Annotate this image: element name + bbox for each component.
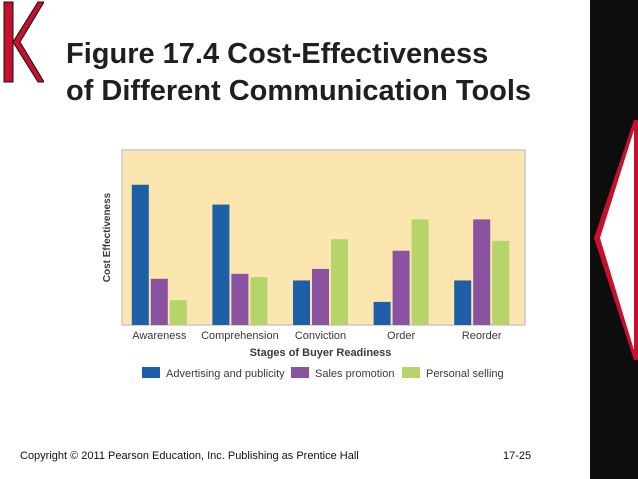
x-tick-label: Comprehension — [201, 330, 279, 342]
x-axis-label: Stages of Buyer Readiness — [250, 347, 392, 359]
x-tick-label: Conviction — [295, 330, 346, 342]
legend-swatch-1 — [142, 367, 160, 378]
legend-label-2: Sales promotion — [315, 368, 395, 380]
bar-awareness-1 — [131, 184, 149, 325]
x-tick-label: Order — [387, 330, 415, 342]
bar-reorder-3 — [492, 240, 510, 325]
legend-swatch-3 — [402, 367, 420, 378]
bar-conviction-2 — [312, 268, 329, 325]
legend-label-3: Personal selling — [426, 368, 504, 380]
bar-order-1 — [373, 301, 391, 325]
slide-title-line-2: of Different Communication Tools — [66, 75, 532, 107]
x-tick-label: Awareness — [132, 330, 187, 342]
x-tick-label: Reorder — [462, 330, 502, 342]
slide-edge-decoration — [590, 0, 638, 479]
bar-awareness-3 — [169, 300, 187, 325]
publisher-logo — [0, 0, 44, 86]
bar-comprehension-3 — [250, 277, 268, 325]
slide-title: Figure 17.4 Cost-Effectiveness of Differ… — [66, 36, 586, 110]
bar-reorder-1 — [454, 280, 472, 325]
bar-comprehension-2 — [231, 273, 249, 325]
bar-order-3 — [411, 219, 429, 325]
chart-container: Awareness Comprehension Conviction Order Reo… — [95, 145, 540, 395]
legend-swatch-2 — [291, 367, 309, 378]
slide-title-line-1: Figure 17.4 Cost-Effectiveness — [66, 38, 489, 70]
bar-conviction-3 — [331, 239, 348, 325]
bar-order-2 — [392, 250, 410, 325]
bar-conviction-1 — [293, 280, 310, 325]
bar-awareness-2 — [150, 278, 168, 325]
bar-chart: Awareness Comprehension Conviction Order Reo… — [102, 149, 526, 380]
legend-label-1: Advertising and publicity — [166, 368, 285, 380]
bar-reorder-2 — [473, 219, 491, 325]
y-axis-label: Cost Effectiveness — [102, 192, 113, 282]
bar-comprehension-1 — [212, 204, 230, 325]
page-number: 17-25 — [503, 450, 532, 462]
copyright-footer: Copyright © 2011 Pearson Education, Inc.… — [20, 450, 359, 462]
